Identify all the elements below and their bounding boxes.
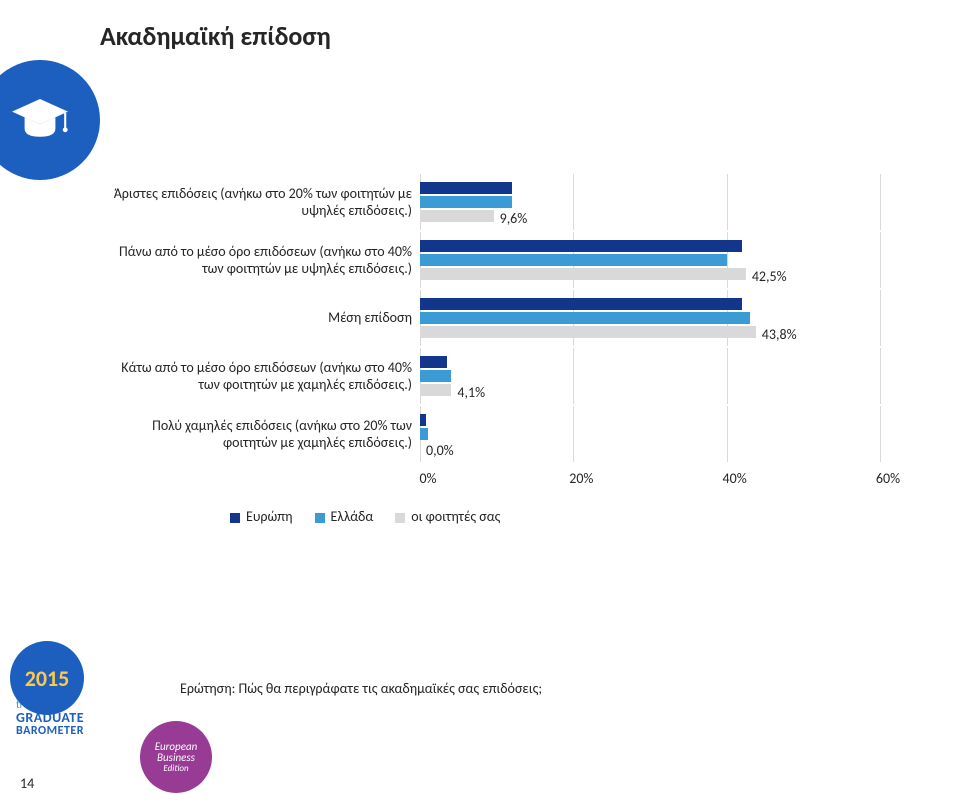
bar bbox=[420, 254, 727, 266]
category-label: Πάνω από το μέσο όρο επιδόσεων (ανήκω στ… bbox=[100, 243, 420, 278]
bar bbox=[420, 326, 756, 338]
bar bbox=[420, 298, 742, 310]
graduation-cap-icon bbox=[0, 60, 100, 180]
bar bbox=[420, 240, 742, 252]
value-label: 43,8% bbox=[762, 326, 797, 343]
category-label: Πολύ χαμηλές επιδόσεις (ανήκω στο 20% τω… bbox=[100, 417, 420, 452]
barometer-badge: 2015 trendence GRADUATE BAROMETER bbox=[10, 641, 140, 738]
bar bbox=[420, 384, 451, 396]
edition-badge: European Business Edition bbox=[140, 721, 212, 793]
bar bbox=[420, 210, 494, 222]
page-title: Ακαδημαϊκή επίδοση bbox=[100, 20, 331, 52]
chart-row: Μέση επίδοση 43,8% bbox=[100, 296, 900, 340]
value-label: 0,0% bbox=[426, 442, 454, 459]
x-tick-label: 0% bbox=[419, 470, 436, 487]
bar bbox=[420, 312, 750, 324]
value-label: 4,1% bbox=[457, 384, 485, 401]
bar bbox=[420, 268, 746, 280]
bar bbox=[420, 414, 426, 426]
chart-row: Άριστες επιδόσεις (ανήκω στο 20% των φοι… bbox=[100, 180, 900, 224]
chart-row: Πολύ χαμηλές επιδόσεις (ανήκω στο 20% τω… bbox=[100, 412, 900, 456]
x-axis: 0% 20% 40% 60% bbox=[100, 470, 900, 490]
bar-chart: Άριστες επιδόσεις (ανήκω στο 20% των φοι… bbox=[100, 180, 900, 525]
page-number: 14 bbox=[20, 775, 34, 792]
category-label: Άριστες επιδόσεις (ανήκω στο 20% των φοι… bbox=[100, 185, 420, 220]
bar bbox=[420, 428, 428, 440]
category-label: Μέση επίδοση bbox=[100, 309, 420, 327]
bar bbox=[420, 370, 451, 382]
barometer-year: 2015 bbox=[10, 641, 84, 715]
value-label: 9,6% bbox=[500, 210, 528, 227]
value-label: 42,5% bbox=[752, 268, 787, 285]
x-tick-label: 20% bbox=[569, 470, 593, 487]
x-tick-label: 60% bbox=[876, 470, 900, 487]
chart-row: Κάτω από το μέσο όρο επιδόσεων (ανήκω στ… bbox=[100, 354, 900, 398]
question-text: Ερώτηση: Πώς θα περιγράφατε τις ακαδημαϊ… bbox=[180, 680, 542, 697]
chart-row: Πάνω από το μέσο όρο επιδόσεων (ανήκω στ… bbox=[100, 238, 900, 282]
legend-item-europe: Ευρώπη bbox=[230, 508, 293, 525]
x-tick-label: 40% bbox=[723, 470, 747, 487]
legend-item-greece: Ελλάδα bbox=[315, 508, 374, 525]
bar bbox=[420, 356, 447, 368]
legend: Ευρώπη Ελλάδα οι φοιτητές σας bbox=[230, 508, 900, 525]
bar bbox=[420, 196, 512, 208]
legend-item-you: οι φοιτητές σας bbox=[395, 508, 500, 525]
bar bbox=[420, 182, 512, 194]
category-label: Κάτω από το μέσο όρο επιδόσεων (ανήκω στ… bbox=[100, 359, 420, 394]
barometer-line2: BAROMETER bbox=[16, 725, 140, 738]
